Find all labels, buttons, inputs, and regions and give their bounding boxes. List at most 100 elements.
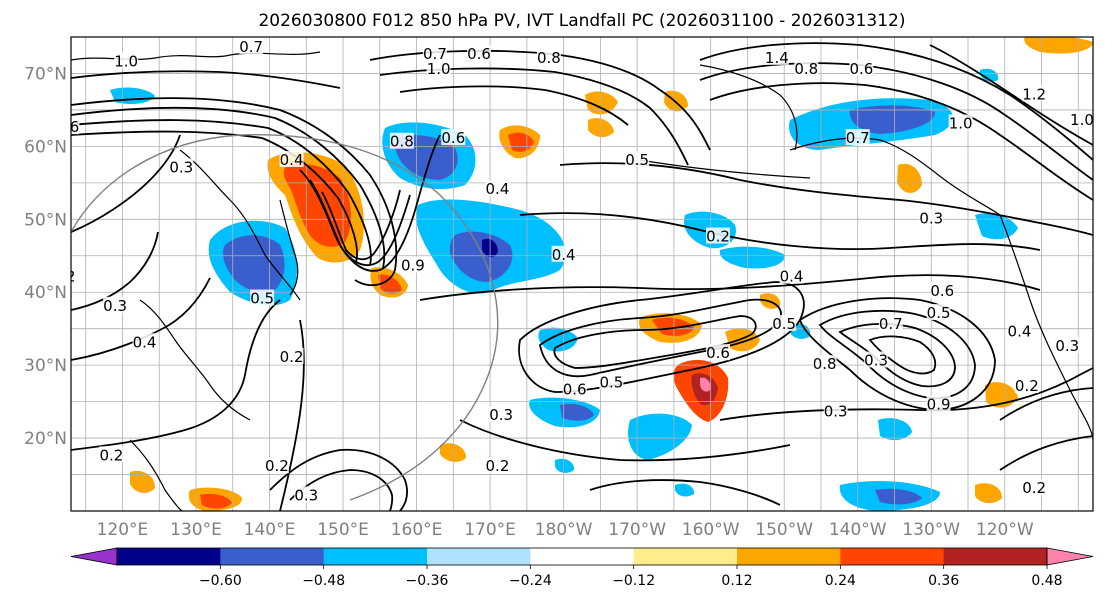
contour-label-background [239, 37, 264, 54]
contour-label: 0.2 [265, 457, 289, 475]
anomaly-region [878, 418, 912, 441]
coastline [71, 51, 321, 61]
coastline [129, 439, 183, 511]
contour-label: 0.4 [486, 180, 510, 198]
contour-line [519, 212, 1041, 251]
contour-label-background [706, 227, 731, 244]
anomaly-region [538, 327, 578, 352]
contour-label: 0.6 [706, 344, 730, 362]
anomaly-region [719, 246, 785, 269]
latitude-tick-label: 40°N [24, 283, 67, 303]
contour-label: 0.6 [930, 282, 954, 300]
anomaly-region [283, 164, 352, 247]
contour-label-background [536, 48, 561, 65]
contour-line [929, 44, 1093, 146]
coastline [179, 149, 301, 301]
contour-label: 0.2 [1015, 377, 1039, 395]
longitude-tick-label: 130°W [902, 520, 960, 540]
contour-label-background [264, 457, 289, 474]
contour-label: 0.3 [294, 486, 318, 504]
longitude-tick-label: 170°W [608, 520, 666, 540]
contour-label-background [878, 315, 903, 332]
colorbar-ticks: −0.60 −0.48 −0.36 −0.24 −0.12 0.12 0.24 0.36 0.4… [199, 565, 1063, 589]
contour-line [719, 367, 1093, 421]
contour-label: 0.4 [280, 151, 304, 169]
contour-label: 0.3 [489, 406, 513, 424]
anomaly-region [508, 132, 534, 152]
latitude-tick-label: 20°N [24, 429, 67, 449]
contour-label: 0.5 [625, 151, 649, 169]
colorbar-tick-label: −0.24 [509, 573, 552, 589]
contours [71, 42, 1093, 511]
colorbar-tick-label: 0.36 [928, 573, 959, 589]
contour-label: 0.6 [55, 118, 79, 136]
contour-label-background [625, 150, 650, 167]
contour-line [798, 297, 996, 411]
contour-label: 0.7 [423, 45, 447, 63]
longitude-tick-label: 150°E [317, 520, 369, 540]
contour-label: 1.0 [427, 60, 451, 78]
contour-label: 0.8 [390, 133, 414, 151]
contour-label-background [132, 333, 157, 350]
contour-line [709, 82, 1093, 201]
contour-label-background [99, 446, 124, 463]
contour-label: 0.2 [52, 268, 76, 286]
contour-label-background [250, 289, 275, 306]
contour-label: 1.0 [949, 115, 973, 133]
contour-line [289, 469, 394, 511]
contour-line [459, 419, 791, 462]
colorbar-tick-label: 0.12 [721, 573, 752, 589]
contour-label: 1.0 [114, 53, 138, 71]
coastline [999, 214, 1093, 441]
great-circle-arc [71, 133, 499, 501]
contour-label: 0.3 [103, 297, 127, 315]
contour-line [71, 130, 358, 263]
colorbar-swatch [633, 548, 738, 565]
contour-line [309, 179, 411, 267]
contour-line [321, 189, 401, 261]
coastline [139, 299, 251, 421]
anomaly-region [200, 493, 232, 509]
contour-label-background [1022, 85, 1047, 102]
colorbar-tick-label: −0.48 [302, 573, 345, 589]
contour-label: 0.2 [1022, 479, 1046, 497]
colorbar-swatch [530, 548, 635, 565]
longitude-tick-label: 120°W [976, 520, 1034, 540]
contour-label-background [864, 351, 889, 368]
contour-line [553, 315, 757, 369]
contour-label-background [926, 395, 951, 412]
contour-label-background [562, 380, 587, 397]
contour-label-background [485, 180, 510, 197]
contour-label: 0.2 [280, 348, 304, 366]
contour-label-background [441, 129, 466, 146]
contour-label: 0.3 [824, 403, 848, 421]
contour-label-background [71, 267, 76, 284]
contour-label-background [772, 315, 797, 332]
contour-label: 0.8 [794, 60, 818, 78]
latitude-tick-label: 70°N [24, 64, 67, 84]
colorbar-outline [116, 547, 1048, 566]
colorbar-swatches [70, 547, 1094, 566]
contour-label-background [426, 59, 451, 76]
contour-label: 0.5 [599, 373, 623, 391]
anomaly-region [980, 68, 999, 82]
contour-label-background [103, 296, 128, 313]
contour-label: 0.2 [706, 228, 730, 246]
contour-line [71, 119, 372, 266]
latitude-tick-label: 50°N [24, 210, 67, 230]
contour-labels: 0.71.00.61.00.7 0.6 0.8 1.40.8 0.61.01.21.00… [52, 37, 1093, 504]
contour-label-background [919, 209, 944, 226]
contour-label: 0.6 [441, 129, 465, 147]
contour-label-background [1014, 377, 1039, 394]
contour-label: 0.3 [919, 209, 943, 227]
anomaly-region [560, 404, 594, 421]
anomaly-region [700, 377, 711, 392]
contour-line [399, 85, 629, 126]
contour-line [71, 70, 341, 89]
colorbar-tick-label: 0.48 [1031, 573, 1062, 589]
contour-label: 0.7 [239, 38, 263, 56]
contour-label-background [400, 256, 425, 273]
coastline [699, 64, 798, 151]
anomaly-region [849, 105, 935, 134]
contour-label: 0.6 [563, 381, 587, 399]
